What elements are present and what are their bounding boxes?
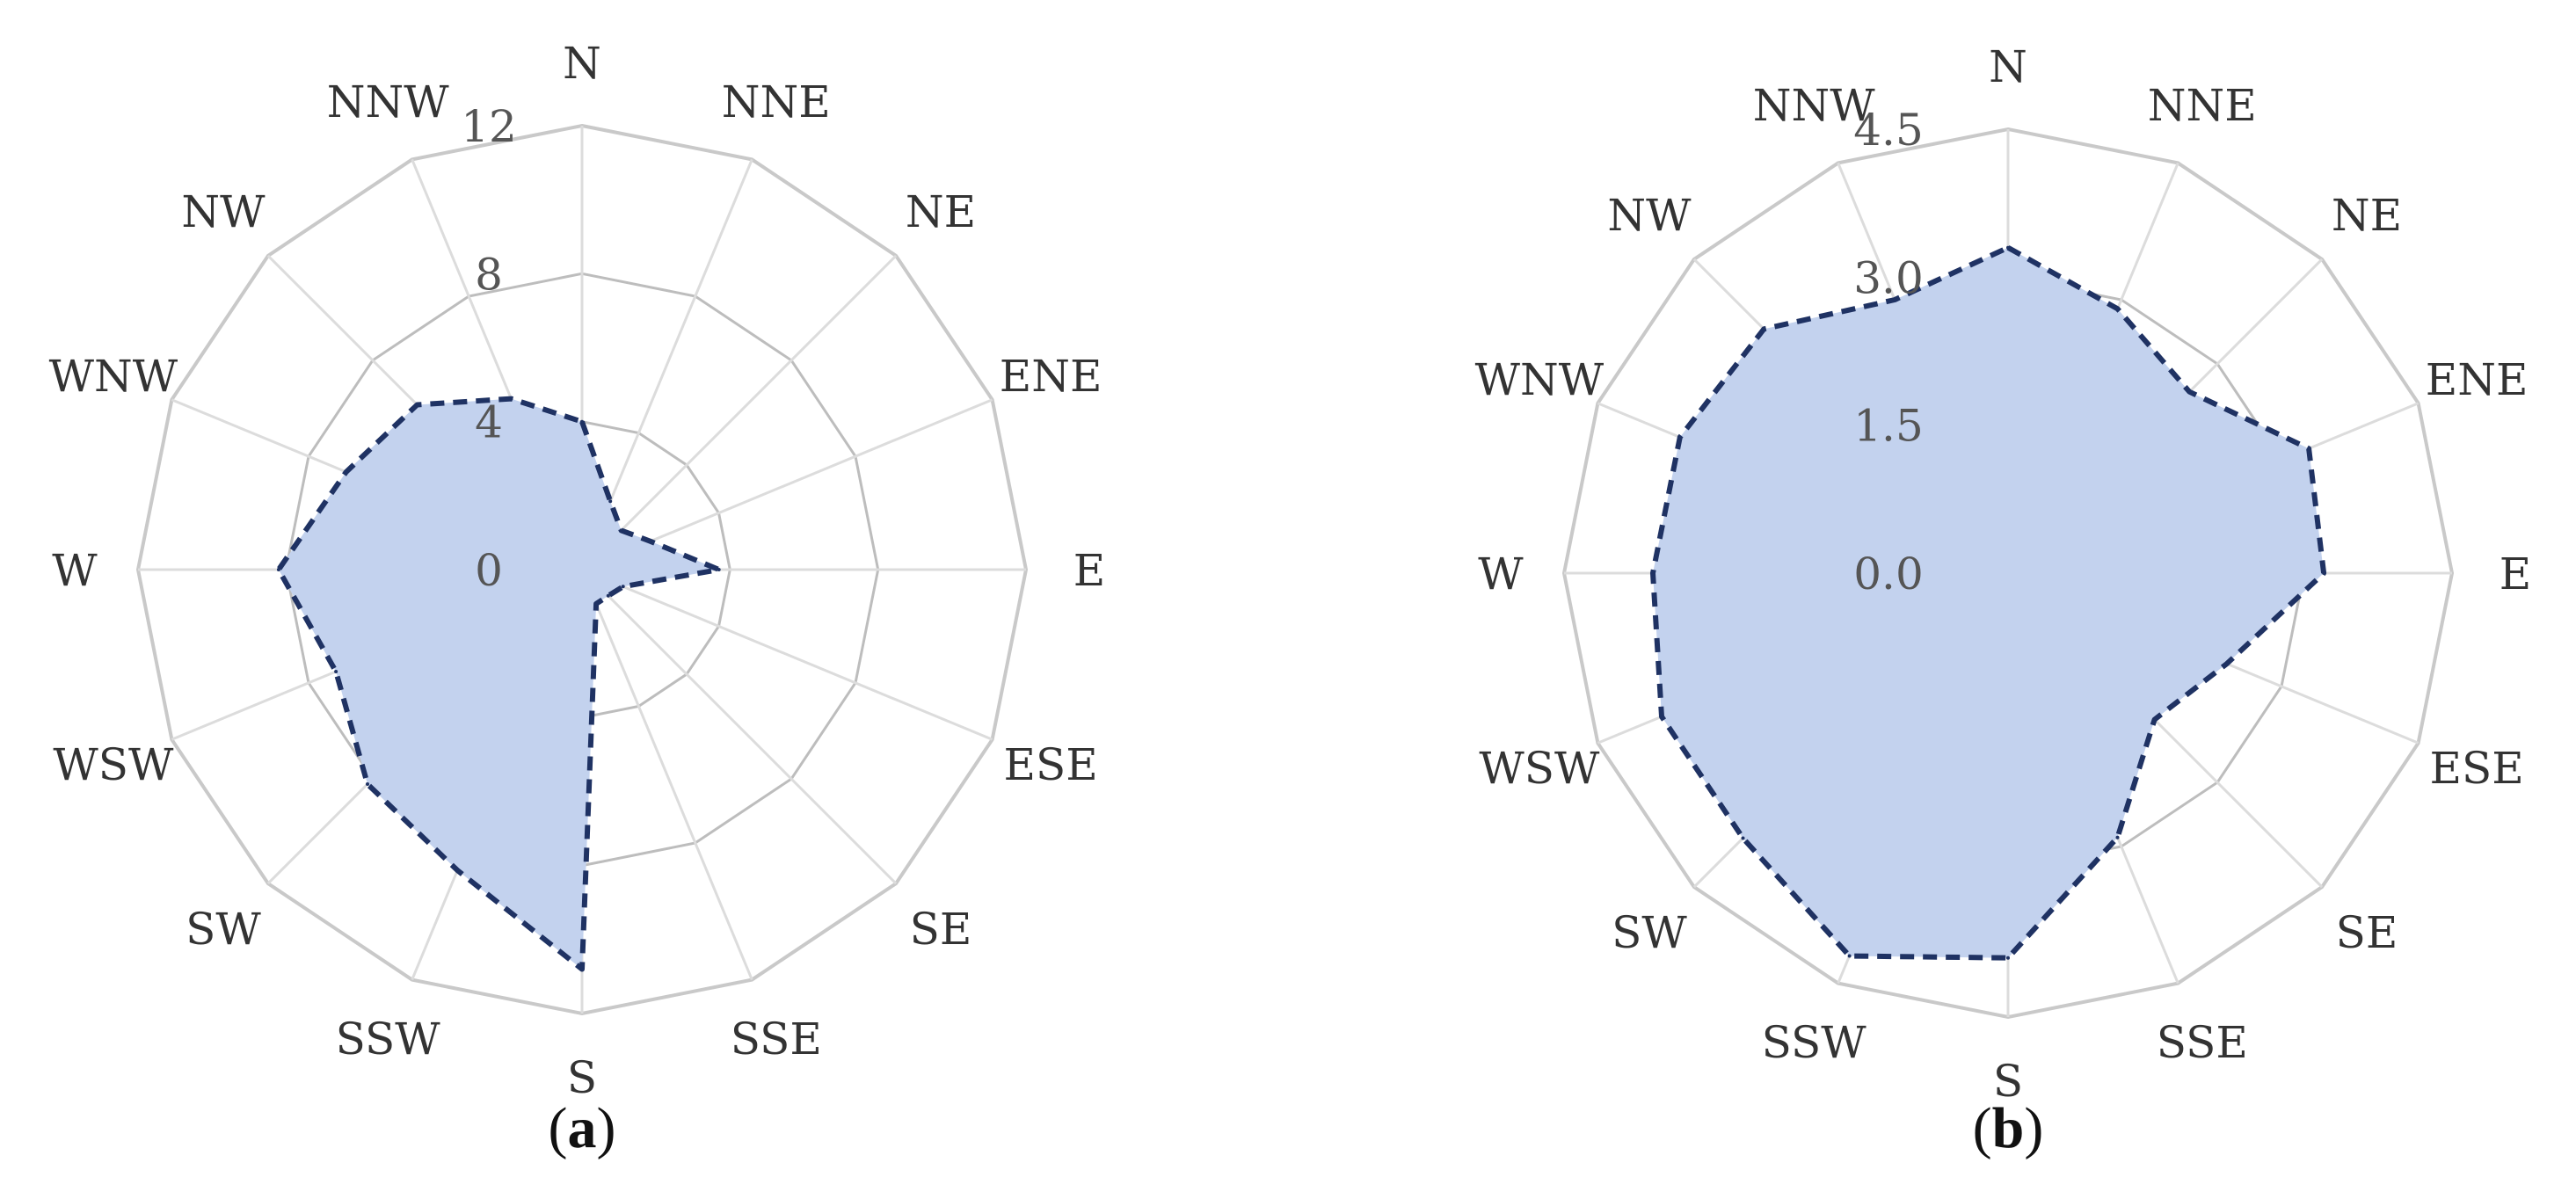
direction-label-ene: ENE <box>2426 354 2529 405</box>
direction-label-wsw: WSW <box>1479 743 1600 794</box>
data-point-n <box>580 419 584 424</box>
data-point-s <box>580 967 584 971</box>
direction-label-wnw: WNW <box>1475 354 1605 405</box>
direction-label-nnw: NNW <box>327 76 450 127</box>
spoke-se <box>580 568 898 885</box>
direction-label-sw: SW <box>1612 907 1687 958</box>
direction-label-ne: NE <box>906 186 976 237</box>
direction-label-ssw: SSW <box>1762 1017 1867 1068</box>
data-point-sw <box>1741 836 1745 840</box>
tick-label: 0 <box>475 545 503 596</box>
spoke-ese <box>581 568 993 741</box>
data-point-ese <box>2224 662 2229 666</box>
data-point-w <box>1651 571 1655 575</box>
data-point-nnw <box>509 396 513 401</box>
data-point-e <box>717 568 721 571</box>
data-point-sse <box>2115 835 2120 839</box>
data-point-nw <box>415 403 419 407</box>
tick-label: 4 <box>475 397 503 448</box>
data-point-ene <box>2307 447 2311 451</box>
panel-label: (b) <box>1973 1096 2044 1160</box>
data-point-sw <box>366 782 369 786</box>
direction-label-sse: SSE <box>731 1014 822 1065</box>
direction-label-nne: NNE <box>2148 80 2257 131</box>
direction-label-wnw: WNW <box>49 351 178 402</box>
direction-label-sse: SSE <box>2157 1017 2248 1068</box>
tick-label: 8 <box>475 249 503 300</box>
data-point-se <box>2152 717 2157 722</box>
data-point-ene <box>648 539 652 543</box>
tick-label: 1.5 <box>1853 401 1924 452</box>
data-point-ne <box>2187 389 2192 394</box>
direction-label-w: W <box>1478 549 1524 600</box>
spoke-ne <box>580 254 898 571</box>
direction-label-se: SE <box>2336 907 2398 958</box>
radar-chart-b: 0.0 1.5 3.0 4.5 N NNE NE ENE E ESE SE SSE S SSW SW WSW W… <box>1475 41 2532 1160</box>
direction-label-se: SE <box>910 904 972 955</box>
direction-label-s: S <box>1993 1056 2023 1107</box>
data-area <box>275 396 722 972</box>
direction-label-nw: NW <box>181 186 266 237</box>
tick-label: 4.5 <box>1853 105 1924 156</box>
direction-label-s: S <box>567 1052 597 1103</box>
direction-label-n: N <box>563 38 601 89</box>
data-point-sse <box>594 601 599 606</box>
data-point-nw <box>1762 327 1766 331</box>
data-point-nne <box>608 499 613 504</box>
direction-label-nnw: NNW <box>1753 80 1876 131</box>
data-point-wnw <box>344 469 348 474</box>
tick-label: 12 <box>461 101 517 152</box>
direction-label-e: E <box>2500 549 2532 600</box>
data-area <box>1650 244 2327 961</box>
direction-label-ese: ESE <box>2429 743 2523 794</box>
direction-label-nw: NW <box>1607 190 1692 241</box>
direction-label-nne: NNE <box>722 76 831 127</box>
data-point-s <box>2006 956 2010 960</box>
tick-label: 0.0 <box>1853 549 1924 600</box>
data-point-n <box>2006 245 2010 250</box>
direction-label-wsw: WSW <box>53 739 174 790</box>
data-point-wsw <box>334 670 338 673</box>
data-point-e <box>2322 571 2326 575</box>
direction-label-ese: ESE <box>1003 739 1097 790</box>
panel-label: (a) <box>549 1096 616 1160</box>
direction-label-ne: NE <box>2332 190 2402 241</box>
spoke-sse <box>580 569 753 981</box>
data-point-ese <box>621 585 625 589</box>
data-point-wsw <box>1660 715 1663 719</box>
direction-label-ene: ENE <box>1000 351 1102 402</box>
data-point-nne <box>2115 307 2120 311</box>
direction-label-ssw: SSW <box>336 1014 441 1065</box>
data-point-se <box>606 593 610 598</box>
data-point-ssw <box>1847 954 1852 958</box>
data-point-nnw <box>1893 298 1897 302</box>
tick-label: 3.0 <box>1853 252 1924 303</box>
direction-label-n: N <box>1989 41 2027 92</box>
data-point-w <box>276 568 280 571</box>
data-point-ssw <box>455 868 460 873</box>
direction-label-e: E <box>1073 545 1106 596</box>
data-point-wnw <box>1677 435 1682 440</box>
direction-label-w: W <box>52 545 98 596</box>
direction-label-sw: SW <box>186 904 261 955</box>
radar-chart-a: 0 4 8 12 N NNE NE ENE E ESE SE SSE S SSW SW WSW W WNW NW NN… <box>49 38 1106 1160</box>
data-point-ne <box>619 528 623 533</box>
